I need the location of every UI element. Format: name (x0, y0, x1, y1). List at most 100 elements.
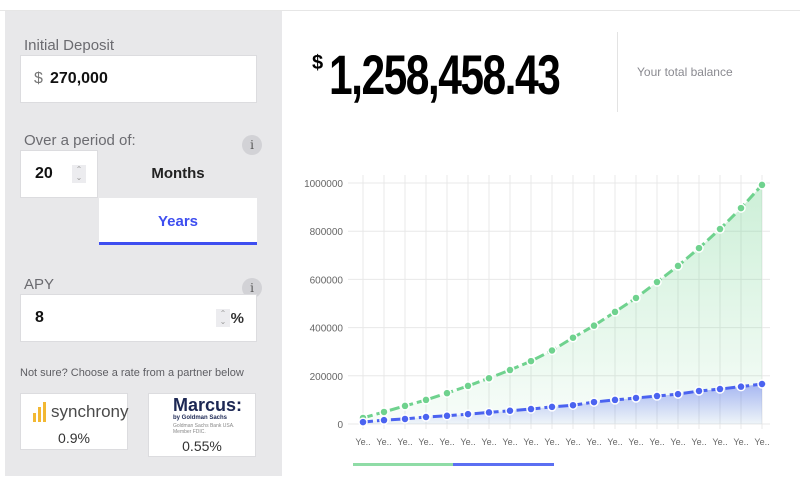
data-point[interactable] (526, 356, 536, 366)
data-point[interactable] (379, 415, 389, 425)
data-point[interactable] (589, 320, 599, 331)
initial-deposit-value: 270,000 (50, 70, 108, 87)
legend-interest[interactable] (453, 463, 554, 466)
data-point[interactable] (736, 381, 746, 392)
data-point[interactable] (568, 332, 578, 343)
currency-symbol: $ (34, 70, 43, 87)
data-point[interactable] (694, 386, 704, 396)
partner-marcus-card[interactable]: Marcus: by Goldman Sachs Goldman Sachs B… (148, 393, 256, 457)
y-tick-label: 800000 (310, 227, 344, 238)
apy-info-icon[interactable]: i (242, 278, 262, 298)
data-point[interactable] (610, 395, 620, 405)
synchrony-rate: 0.9% (58, 430, 90, 446)
y-tick-label: 600000 (310, 275, 344, 286)
data-point[interactable] (610, 307, 620, 317)
marcus-subtitle: by Goldman Sachs (173, 415, 228, 421)
data-point[interactable] (547, 345, 557, 356)
initial-deposit-input[interactable]: $ 270,000 (20, 55, 257, 103)
data-point[interactable] (442, 388, 452, 398)
marcus-rate: 0.55% (182, 438, 222, 454)
data-point[interactable] (463, 409, 473, 419)
period-label: Over a period of: (24, 132, 136, 149)
marcus-fine-print: Goldman Sachs Bank USA. Member FDIC. (173, 423, 235, 435)
x-tick-label: Ye.. (607, 437, 622, 447)
x-tick-label: Ye.. (586, 437, 601, 447)
x-tick-label: Ye.. (376, 437, 391, 447)
data-point[interactable] (421, 412, 431, 422)
x-tick-label: Ye.. (418, 437, 433, 447)
top-border (0, 10, 800, 11)
x-tick-label: Ye.. (481, 437, 496, 447)
data-point[interactable] (694, 243, 704, 253)
x-tick-label: Ye.. (502, 437, 517, 447)
data-point[interactable] (547, 402, 557, 412)
period-info-icon[interactable]: i (242, 135, 262, 155)
x-tick-label: Ye.. (670, 437, 685, 447)
balance-label: Your total balance (637, 65, 733, 79)
x-tick-label: Ye.. (754, 437, 769, 447)
period-input[interactable]: 20 ⌃ ⌄ (20, 150, 98, 198)
data-point[interactable] (631, 293, 641, 303)
x-tick-label: Ye.. (460, 437, 475, 447)
synchrony-logo: synchrony (29, 402, 128, 424)
marcus-logo: Marcus: (173, 395, 243, 415)
legend-total-balance[interactable] (353, 463, 453, 466)
data-point[interactable] (505, 365, 515, 375)
x-tick-label: Ye.. (544, 437, 559, 447)
x-tick-label: Ye.. (733, 437, 748, 447)
data-point[interactable] (715, 224, 725, 234)
x-tick-label: Ye.. (691, 437, 706, 447)
data-point[interactable] (442, 411, 452, 421)
period-value: 20 (35, 165, 53, 182)
data-point[interactable] (652, 277, 662, 287)
data-point[interactable] (463, 381, 473, 391)
data-point[interactable] (757, 180, 767, 190)
x-tick-label: Ye.. (397, 437, 412, 447)
x-tick-label: Ye.. (712, 437, 727, 447)
data-point[interactable] (673, 389, 683, 399)
data-point[interactable] (652, 391, 662, 401)
apy-label: APY (24, 276, 55, 293)
x-tick-label: Ye.. (565, 437, 580, 447)
synchrony-name: synchrony (51, 402, 129, 421)
data-point[interactable] (400, 401, 410, 411)
data-point[interactable] (673, 261, 683, 271)
initial-deposit-label: Initial Deposit (24, 37, 115, 54)
data-point[interactable] (526, 404, 536, 414)
tab-years[interactable]: Years (99, 198, 257, 245)
data-point[interactable] (589, 397, 599, 407)
period-stepper-icon[interactable]: ⌃ ⌄ (72, 165, 86, 183)
x-tick-label: Ye.. (523, 437, 538, 447)
partner-synchrony-card[interactable]: synchrony 0.9% (20, 393, 128, 450)
partner-note: Not sure? Choose a rate from a partner b… (20, 367, 244, 379)
balance-currency: $ (312, 52, 324, 74)
balance-amount: 1,258,458.43 (329, 43, 561, 106)
data-point[interactable] (715, 384, 725, 394)
tab-months[interactable]: Months (151, 165, 205, 182)
data-point[interactable] (757, 379, 767, 389)
y-tick-label: 1000000 (304, 179, 343, 190)
data-point[interactable] (379, 407, 389, 417)
y-tick-label: 400000 (310, 324, 344, 335)
x-tick-label: Ye.. (628, 437, 643, 447)
percent-unit: % (230, 310, 244, 327)
data-point[interactable] (484, 407, 494, 418)
data-point[interactable] (505, 405, 515, 416)
x-tick-label: Ye.. (439, 437, 454, 447)
data-point[interactable] (400, 414, 410, 424)
summary-divider (617, 32, 618, 112)
balance-growth-chart: 0 200000 400000 600000 800000 1000000 Ye.. Ye..… (304, 175, 770, 447)
data-point[interactable] (631, 393, 641, 403)
x-tick-label: Ye.. (355, 437, 370, 447)
data-point[interactable] (358, 417, 368, 427)
data-point[interactable] (484, 373, 494, 383)
data-point[interactable] (736, 203, 746, 213)
apy-input[interactable]: 8 ⌃ ⌄ % (20, 294, 257, 342)
y-tick-label: 200000 (310, 372, 344, 383)
data-point[interactable] (421, 395, 431, 405)
apy-value: 8 (35, 309, 44, 326)
data-point[interactable] (568, 400, 578, 410)
x-tick-label: Ye.. (649, 437, 664, 447)
y-tick-label: 0 (337, 420, 343, 431)
apy-stepper-icon[interactable]: ⌃ ⌄ (216, 309, 230, 327)
